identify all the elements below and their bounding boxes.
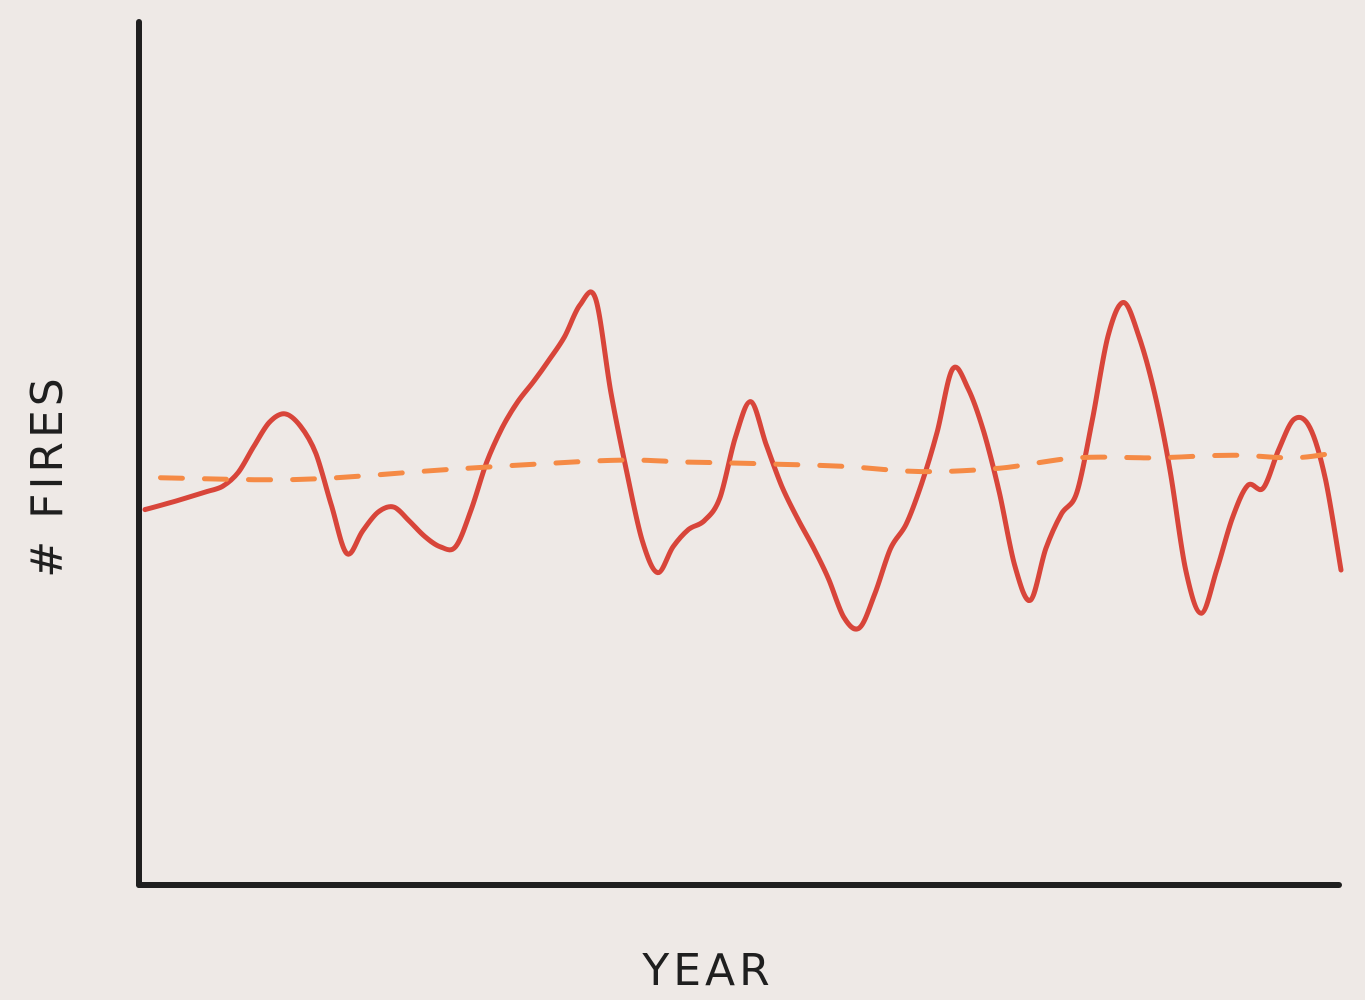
series-layer [142,289,1344,632]
trend-line [158,449,1344,483]
y-axis-label: # FIRES [22,374,73,577]
x-axis-label: YEAR [641,945,773,996]
fires-line [142,289,1344,632]
